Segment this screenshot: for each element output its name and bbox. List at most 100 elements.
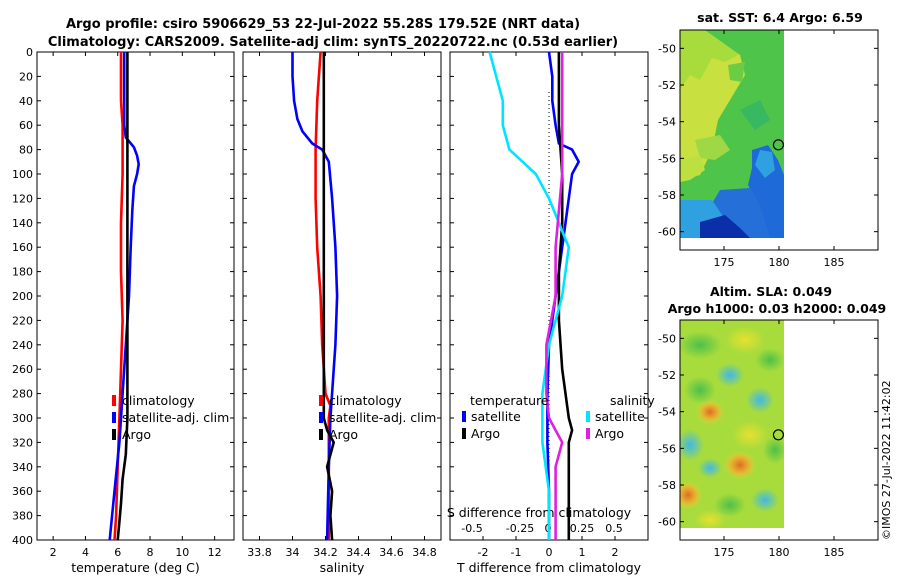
y-tick-label: 340 xyxy=(12,461,33,474)
top-tick-label: 0.5 xyxy=(605,522,623,535)
map-y-tick-label: -50 xyxy=(658,332,676,345)
y-tick-label: 300 xyxy=(12,412,33,425)
top-tick-label: 0.25 xyxy=(570,522,595,535)
sst-argo-location-marker xyxy=(772,139,785,151)
x-axis-label: temperature (deg C) xyxy=(71,560,200,575)
x-tick-label: 4 xyxy=(82,546,89,559)
map-y-tick-label: -56 xyxy=(658,152,676,165)
map-x-tick-label: 180 xyxy=(769,546,790,559)
legend-label: satellite xyxy=(595,409,645,424)
y-tick-label: 0 xyxy=(26,46,33,59)
y-tick-label: 120 xyxy=(12,192,33,205)
y-tick-label: 60 xyxy=(19,119,33,132)
map-x-tick-label: 175 xyxy=(714,256,735,269)
series-line-argo xyxy=(322,52,336,541)
y-tick-label: 280 xyxy=(12,388,33,401)
legend-label: Argo xyxy=(329,427,358,442)
map-y-tick-label: -58 xyxy=(658,479,676,492)
y-tick-label: 160 xyxy=(12,241,33,254)
profile-panel-2: 33.8 34 34.2 34.4 34.6 34.8 salinity climatolog… xyxy=(242,51,442,575)
map-y-tick-label: -54 xyxy=(658,116,676,129)
x-tick-label: 34.8 xyxy=(412,546,437,559)
y-tick-label: 400 xyxy=(12,534,33,547)
legend-label: Argo xyxy=(595,426,624,441)
sst-heatmap xyxy=(680,30,784,238)
map-y-tick-label: -60 xyxy=(658,516,676,529)
series-line-satellite-adj-clim xyxy=(108,52,140,541)
map-y-tick-label: -54 xyxy=(658,406,676,419)
x-tick-label: 8 xyxy=(147,546,154,559)
title-line-1: Argo profile: csiro 5906629_53 22-Jul-20… xyxy=(66,17,580,32)
legend-header-temperature: temperature xyxy=(470,393,549,408)
top-tick-label: -0.5 xyxy=(461,522,482,535)
map-x-tick-label: 185 xyxy=(824,546,845,559)
sla-map-title-line-1: Altim. SLA: 0.049 xyxy=(710,284,832,299)
map-y-tick-label: -52 xyxy=(658,79,676,92)
x-tick-label: 2 xyxy=(50,546,57,559)
x-tick-label: 2 xyxy=(612,546,619,559)
x-tick-label: 34.2 xyxy=(313,546,338,559)
map-x-tick-label: 180 xyxy=(769,256,790,269)
series-line-climatology xyxy=(314,51,332,540)
copyright-stamp: ©IMOS 27-Jul-2022 11:42:02 xyxy=(880,380,893,540)
title-line-2: Climatology: CARS2009. Satellite-adj cli… xyxy=(48,35,618,50)
sla-map-axes: -50 -52 -54 -56 -58 -60 175 180 185 xyxy=(658,319,879,559)
y-tick-label: 260 xyxy=(12,363,33,376)
sst-map-title: sat. SST: 6.4 Argo: 6.59 xyxy=(697,10,863,25)
top-axis-label: S difference from climatology xyxy=(447,505,632,520)
series-line-t-satellite xyxy=(546,51,581,540)
legend-label: Argo xyxy=(471,426,500,441)
x-tick-label: 0 xyxy=(546,546,553,559)
legend-label: climatology xyxy=(329,393,402,408)
profile-panel-3: -2 -1 0 1 2T difference from climatology S di… xyxy=(447,51,655,575)
y-tick-label: 360 xyxy=(12,485,33,498)
legend-label: satellite-adj. clim xyxy=(122,410,229,425)
panel-frame xyxy=(36,51,235,541)
series-line-argo xyxy=(116,52,129,541)
x-tick-label: 33.8 xyxy=(247,546,272,559)
series-line-satellite-adj-clim xyxy=(291,52,339,541)
y-tick-label: 40 xyxy=(19,95,33,108)
map-x-tick-label: 185 xyxy=(824,256,845,269)
x-tick-label: 34.4 xyxy=(346,546,371,559)
legend-label: climatology xyxy=(122,393,195,408)
x-tick-label: -1 xyxy=(511,546,522,559)
x-tick-label: 10 xyxy=(175,546,189,559)
panel-frame xyxy=(242,51,442,541)
x-tick-label: 6 xyxy=(114,546,121,559)
map-y-tick-label: -56 xyxy=(658,442,676,455)
y-tick-label: 240 xyxy=(12,339,33,352)
map-y-tick-label: -58 xyxy=(658,189,676,202)
x-tick-label: 34.6 xyxy=(379,546,404,559)
legend-label: satellite xyxy=(471,409,521,424)
x-axis-label: T difference from climatology xyxy=(456,560,642,575)
map-x-tick-label: 175 xyxy=(714,546,735,559)
legend-label: Argo xyxy=(122,427,151,442)
series-line-t-argo xyxy=(557,52,574,540)
y-tick-label: 140 xyxy=(12,217,33,230)
top-tick-label: -0.25 xyxy=(506,522,534,535)
x-tick-label: 1 xyxy=(579,546,586,559)
y-tick-label: 380 xyxy=(12,510,33,523)
map-y-tick-label: -60 xyxy=(658,226,676,239)
y-tick-label: 20 xyxy=(19,70,33,83)
sla-heatmap xyxy=(680,320,784,528)
y-tick-label: 100 xyxy=(12,168,33,181)
y-tick-label: 320 xyxy=(12,436,33,449)
y-tick-label: 220 xyxy=(12,314,33,327)
profile-panel-1: 0 20 40 60 80 100 120 140 160 180 200 220 240 260 280 3… xyxy=(12,46,235,575)
legend-header-salinity: salinity xyxy=(610,393,655,408)
series-line-s-argo xyxy=(545,52,564,540)
y-tick-label: 200 xyxy=(12,290,33,303)
map-y-tick-label: -50 xyxy=(658,42,676,55)
y-tick-label: 180 xyxy=(12,266,33,279)
x-tick-label: 34 xyxy=(286,546,300,559)
x-tick-label: 12 xyxy=(208,546,222,559)
map-y-tick-label: -52 xyxy=(658,369,676,382)
sla-map-title-line-2: Argo h1000: 0.03 h2000: 0.049 xyxy=(668,301,887,316)
legend-label: satellite-adj. clim xyxy=(329,410,436,425)
y-tick-label: 80 xyxy=(19,144,33,157)
sst-map-axes: -50 -52 -54 -56 -58 -60 175 180 185 xyxy=(658,29,879,269)
x-axis-label: salinity xyxy=(320,560,365,575)
